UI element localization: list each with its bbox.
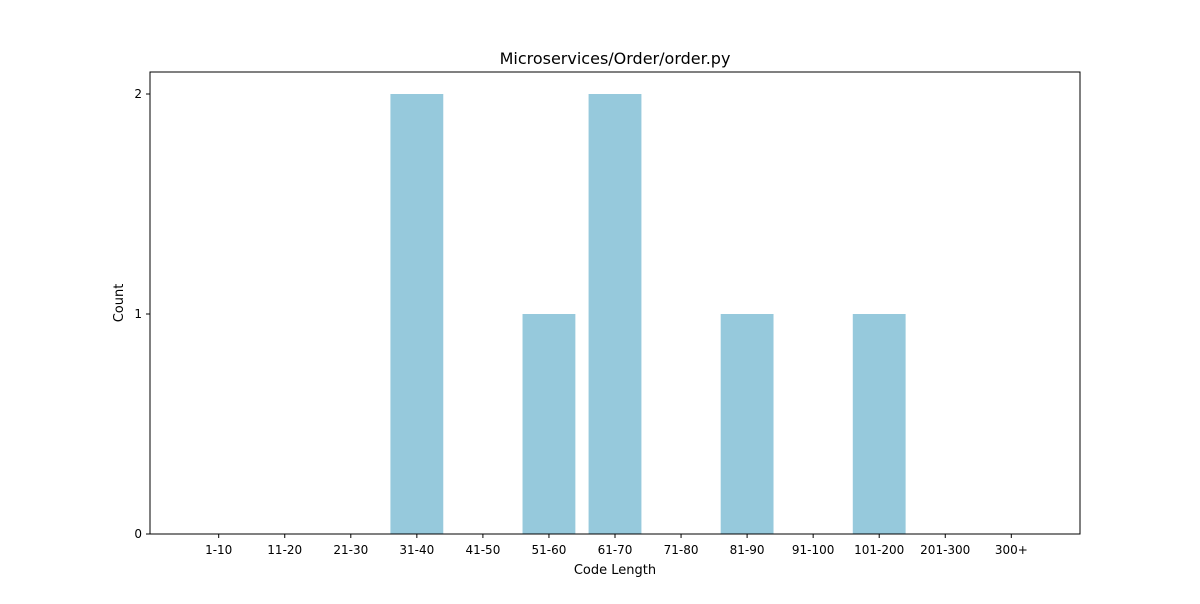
y-tick-label: 1 [134, 307, 142, 321]
bar-101-200 [852, 314, 906, 534]
y-tick-label: 0 [134, 527, 142, 541]
x-tick-label: 21-30 [333, 543, 368, 557]
x-tick-label: 61-70 [598, 543, 633, 557]
x-tick-label: 11-20 [267, 543, 302, 557]
y-axis-ticks: 0 1 2 [134, 87, 150, 541]
x-axis-ticks: 1-10 11-20 21-30 31-40 41-50 51-60 61-70 71-80 8… [205, 534, 1028, 557]
bar-31-40 [390, 94, 444, 534]
bar-61-70 [588, 94, 642, 534]
chart-title: Microservices/Order/order.py [500, 49, 731, 68]
x-tick-label: 51-60 [532, 543, 567, 557]
x-tick-label: 201-300 [920, 543, 970, 557]
x-tick-label: 81-90 [730, 543, 765, 557]
y-tick-label: 2 [134, 87, 142, 101]
x-tick-label: 300+ [995, 543, 1028, 557]
x-tick-label: 101-200 [854, 543, 904, 557]
x-tick-label: 41-50 [465, 543, 500, 557]
y-axis-label: Count [112, 284, 127, 323]
bar-81-90 [720, 314, 774, 534]
x-tick-label: 1-10 [205, 543, 232, 557]
x-tick-label: 91-100 [792, 543, 835, 557]
x-tick-label: 71-80 [664, 543, 699, 557]
bar-51-60 [522, 314, 576, 534]
bars-layer [390, 94, 906, 534]
x-axis-label: Code Length [574, 563, 656, 578]
x-tick-label: 31-40 [399, 543, 434, 557]
